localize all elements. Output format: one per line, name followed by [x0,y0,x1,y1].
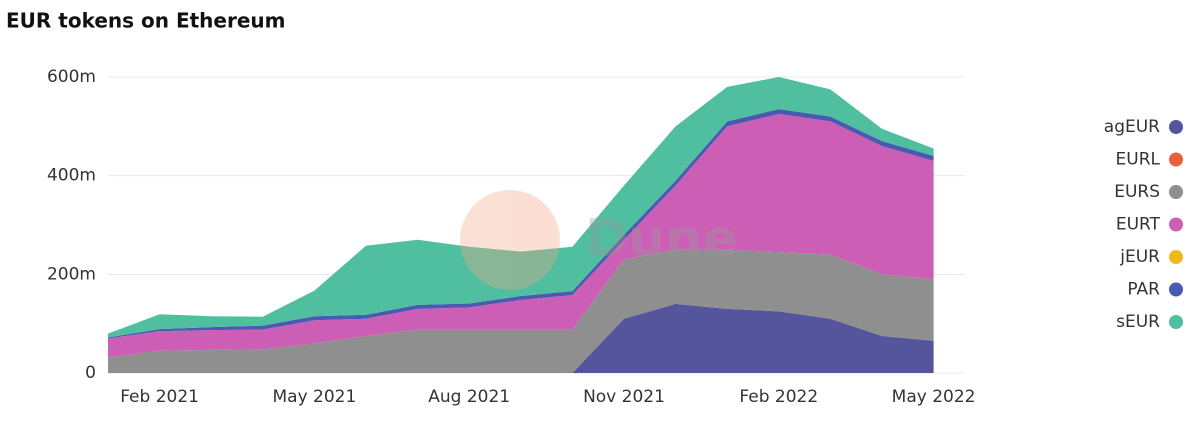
x-tick-label: May 2022 [892,387,976,407]
legend-swatch [1169,120,1183,134]
legend-label: EURS [1114,182,1160,202]
areas [108,77,934,373]
legend-label: agEUR [1104,117,1160,137]
legend-swatch [1169,315,1183,329]
watermark-text: Dune [585,209,737,269]
area [108,114,934,358]
legend-label: PAR [1127,280,1160,300]
area [108,249,934,373]
area [108,303,934,373]
watermark-logo [460,190,560,290]
x-tick-label: Feb 2021 [120,387,199,407]
x-tick-label: Feb 2022 [739,387,818,407]
legend-label: jEUR [1119,247,1160,267]
chart-title: EUR tokens on Ethereum [6,9,285,33]
x-tick-label: Aug 2021 [428,387,510,407]
legend-swatch [1169,152,1183,167]
x-tick-label: May 2021 [272,387,356,407]
legend: agEUR EURL EURS EURT jEUR PAR sEUR [1104,117,1183,332]
watermark: Dune [460,190,737,290]
legend-swatch [1169,217,1183,232]
legend-label: sEUR [1116,312,1160,332]
y-tick-label: 600m [47,67,96,87]
legend-swatch [1169,185,1183,199]
y-tick-label: 400m [47,166,96,186]
axes: 0 200m 400m 600m Feb 2021 May 2021 Aug 2021 Nov… [47,67,976,407]
x-tick-label: Nov 2021 [583,387,665,407]
area [108,77,934,338]
legend-swatch [1169,282,1183,297]
legend-label: EURT [1116,215,1161,235]
legend-label: EURL [1116,150,1161,170]
y-tick-label: 0 [85,363,96,383]
legend-swatch [1169,250,1183,264]
y-tick-label: 200m [47,264,96,284]
